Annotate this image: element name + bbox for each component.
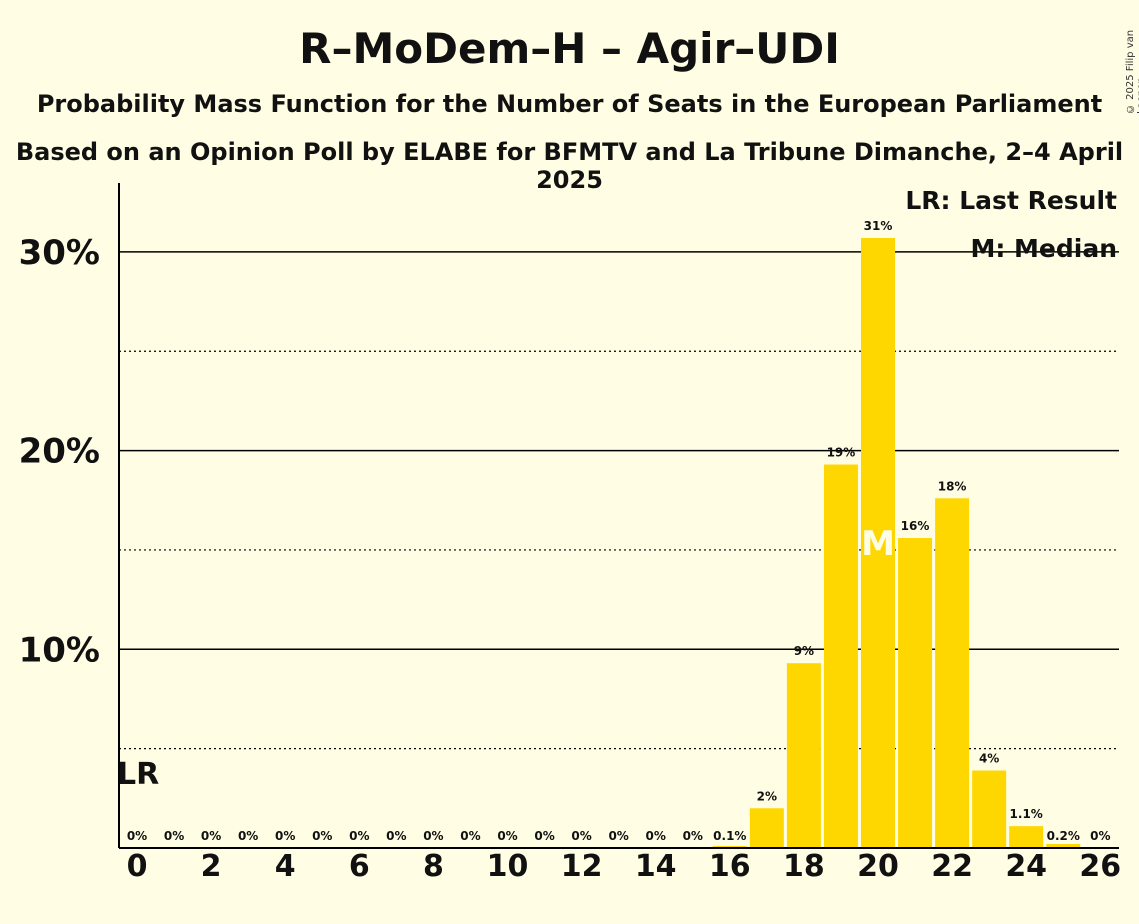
last-result-marker: LR	[117, 757, 159, 792]
x-tick-label: 4	[275, 849, 296, 884]
x-tick-label: 18	[783, 849, 825, 884]
x-tick-label: 14	[635, 849, 677, 884]
bar-value-label: 4%	[979, 752, 999, 766]
bar-value-label: 19%	[827, 446, 856, 460]
x-tick-label: 0	[127, 849, 148, 884]
bar-value-label: 0%	[238, 829, 258, 843]
bar-value-label: 0%	[127, 829, 147, 843]
bar-value-label: 0%	[683, 829, 703, 843]
x-tick-label: 12	[561, 849, 603, 884]
x-tick-label: 2	[201, 849, 222, 884]
bar	[972, 770, 1007, 848]
bar-value-label: 0%	[275, 829, 295, 843]
y-tick-label: 10%	[19, 630, 100, 670]
bar-value-label: 9%	[794, 644, 814, 658]
x-tick-label: 20	[857, 849, 899, 884]
bar	[861, 237, 895, 849]
bar	[1046, 844, 1081, 848]
bar-value-label: 16%	[901, 519, 930, 533]
legend-median: M: Median	[970, 234, 1117, 263]
bar-value-label: 0%	[423, 829, 443, 843]
bar-value-label: 0%	[1090, 829, 1110, 843]
x-tick-label: 24	[1005, 849, 1047, 884]
chart-title: R–MoDem–H – Agir–UDI	[299, 24, 840, 73]
bar	[898, 538, 933, 848]
bar	[935, 498, 970, 848]
bar	[1009, 826, 1044, 848]
bar	[786, 663, 821, 848]
bar-value-label: 0%	[312, 829, 332, 843]
bar-value-label: 0%	[349, 829, 369, 843]
median-marker: M	[861, 524, 895, 564]
y-tick-label: 30%	[19, 233, 100, 273]
bar-value-label: 0%	[164, 829, 184, 843]
bar-value-label: 0%	[201, 829, 221, 843]
bar-value-label: 0%	[646, 829, 666, 843]
bar-value-label: 0%	[386, 829, 406, 843]
chart-source: Based on an Opinion Poll by ELABE for BF…	[15, 138, 1124, 194]
bar-value-label: 0%	[608, 829, 628, 843]
x-tick-label: 16	[709, 849, 751, 884]
bars	[712, 237, 1081, 849]
bar-value-label: 1.1%	[1010, 807, 1043, 821]
bar	[823, 464, 858, 848]
legend-last-result: LR: Last Result	[905, 186, 1117, 215]
x-tick-label: 10	[487, 849, 529, 884]
bar-value-label: 31%	[864, 219, 893, 233]
axes	[118, 183, 1119, 849]
bar-value-label: 0%	[460, 829, 480, 843]
x-tick-label: 8	[423, 849, 444, 884]
x-tick-label: 6	[349, 849, 370, 884]
x-tick-label: 22	[931, 849, 973, 884]
chart-subtitle: Probability Mass Function for the Number…	[36, 90, 1103, 118]
bar-value-label: 0%	[497, 829, 517, 843]
x-tick-label: 26	[1079, 849, 1121, 884]
y-tick-label: 20%	[19, 432, 100, 472]
labels: 10%20%30%0% 0% 0% 0% 0% 0% 0% 0% 0% 0% 0% 0% 0% 0% 0% 0…	[19, 186, 1122, 884]
bar	[749, 808, 784, 848]
bar-value-label: 0%	[534, 829, 554, 843]
bar-value-label: 0%	[571, 829, 591, 843]
bar-value-label: 0.1%	[713, 829, 746, 843]
bar-value-label: 18%	[938, 479, 967, 493]
bar-value-label: 2%	[757, 789, 777, 803]
bar-value-label: 0.2%	[1047, 829, 1080, 843]
